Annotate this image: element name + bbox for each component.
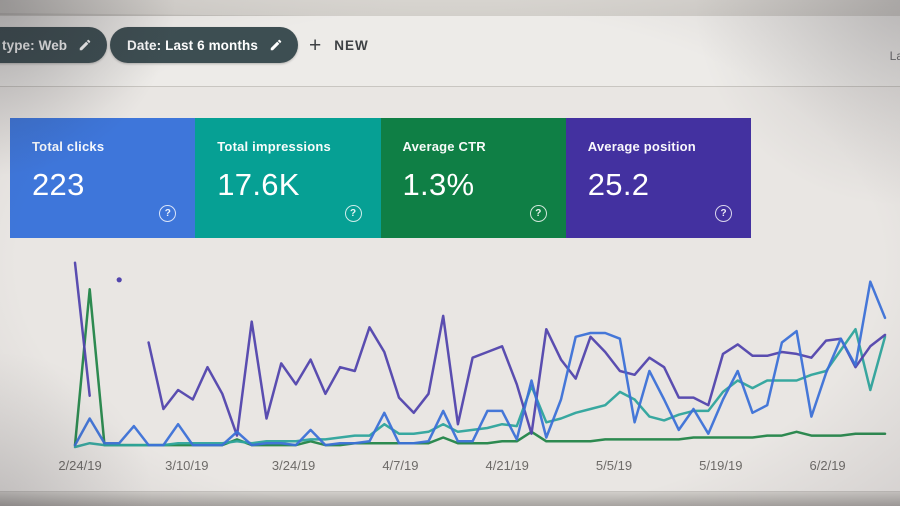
filter-chip-date[interactable]: Date: Last 6 months xyxy=(110,27,298,63)
chart-line-ctr xyxy=(73,288,887,447)
pencil-icon[interactable] xyxy=(78,38,92,52)
help-icon[interactable]: ? xyxy=(159,205,177,222)
help-icon[interactable]: ? xyxy=(529,205,547,222)
metric-label: Total impressions xyxy=(217,139,331,154)
filter-chip-date-label: Date: Last 6 months xyxy=(127,37,258,53)
metric-value: 223 xyxy=(32,167,85,202)
metric-value: 1.3% xyxy=(402,167,475,202)
new-filter-button[interactable]: + NEW xyxy=(303,27,375,63)
metric-card-total-impressions[interactable]: Total impressions 17.6K ? xyxy=(195,118,381,238)
x-axis: 2/24/19 3/10/19 3/24/19 4/7/19 4/21/19 5/5/19… xyxy=(58,458,893,478)
x-axis-label: 2/24/19 xyxy=(58,458,102,473)
metric-cards-row: Total clicks 223 ? Total impressions 17.… xyxy=(10,118,751,238)
help-icon[interactable]: ? xyxy=(715,205,732,222)
plus-icon: + xyxy=(309,33,322,57)
chart-line-position xyxy=(147,314,887,437)
last-updated-fragment: La xyxy=(889,49,900,63)
chart-line-position xyxy=(73,261,91,397)
x-axis-label: 3/24/19 xyxy=(271,458,316,473)
performance-chart[interactable] xyxy=(60,255,893,451)
x-axis-label: 5/19/19 xyxy=(699,458,743,473)
x-axis-label: 5/5/19 xyxy=(595,458,633,473)
chart-point-position xyxy=(116,277,122,283)
metric-card-average-position[interactable]: Average position 25.2 ? xyxy=(565,118,751,238)
filter-bar: type: Web Date: Last 6 months + NEW La xyxy=(0,16,900,87)
performance-chart-svg xyxy=(73,261,887,449)
x-axis-label: 4/7/19 xyxy=(382,458,419,473)
x-axis-label: 4/21/19 xyxy=(485,458,529,473)
metric-value: 25.2 xyxy=(587,167,650,202)
new-filter-label: NEW xyxy=(334,37,369,53)
metric-label: Total clicks xyxy=(32,139,105,154)
metric-label: Average position xyxy=(587,139,696,154)
screen-top-strip xyxy=(0,0,900,25)
help-icon[interactable]: ? xyxy=(344,205,362,222)
metric-label: Average CTR xyxy=(402,139,486,154)
pencil-icon[interactable] xyxy=(269,38,283,52)
filter-chip-search-type-label: type: Web xyxy=(2,37,68,53)
screen-bottom-edge xyxy=(0,491,900,506)
chart-line-clicks xyxy=(73,280,887,447)
chart-line-impressions xyxy=(73,327,887,449)
filter-chip-search-type[interactable]: type: Web xyxy=(0,27,108,63)
x-axis-label: 6/2/19 xyxy=(809,458,846,473)
metric-card-total-clicks[interactable]: Total clicks 223 ? xyxy=(10,118,196,238)
x-axis-label: 3/10/19 xyxy=(165,458,209,473)
metric-card-average-ctr[interactable]: Average CTR 1.3% ? xyxy=(380,118,566,238)
metric-value: 17.6K xyxy=(217,167,300,202)
